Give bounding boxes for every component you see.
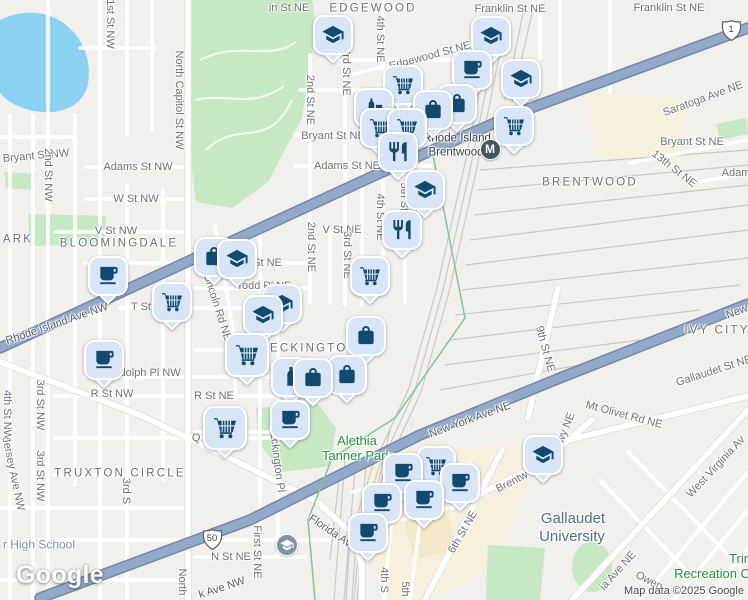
marker-bag[interactable] — [293, 358, 333, 407]
school-icon — [321, 23, 344, 46]
bag-icon — [354, 324, 377, 347]
cart-icon — [160, 290, 183, 313]
marker-school[interactable] — [405, 170, 445, 219]
restaurant-icon — [390, 218, 413, 241]
marker-coffee[interactable] — [404, 480, 444, 529]
trail-line — [307, 149, 466, 600]
park-areas — [4, 0, 748, 600]
school-icon — [225, 247, 248, 270]
coffee-icon — [96, 264, 119, 287]
marker-coffee[interactable] — [84, 340, 124, 389]
school-icon — [509, 67, 532, 90]
coffee-icon — [460, 58, 483, 81]
school-icon — [251, 303, 274, 326]
water-reservoir — [0, 12, 89, 113]
school-icon — [413, 178, 436, 201]
marker-bag[interactable] — [327, 355, 367, 404]
marker-coffee[interactable] — [348, 513, 388, 562]
marker-school[interactable] — [471, 16, 511, 65]
school-icon — [531, 443, 554, 466]
marker-coffee[interactable] — [440, 463, 480, 512]
coffee-icon — [370, 491, 393, 514]
marker-restaurant[interactable] — [382, 210, 422, 259]
marker-cart[interactable] — [350, 256, 390, 305]
cart-icon — [358, 264, 381, 287]
restaurant-icon — [386, 140, 409, 163]
metro-station-icon[interactable]: M — [479, 138, 501, 160]
bag-icon — [335, 363, 358, 386]
bag-icon — [301, 366, 324, 389]
marker-bag[interactable] — [346, 316, 386, 365]
marker-school[interactable] — [501, 59, 541, 108]
marker-cart[interactable] — [225, 333, 269, 386]
marker-cart[interactable] — [494, 106, 534, 155]
marker-school[interactable] — [313, 15, 353, 64]
marker-coffee[interactable] — [270, 400, 310, 449]
coffee-icon — [356, 521, 379, 544]
high-school-poi-icon[interactable] — [276, 534, 298, 556]
cart-icon — [502, 114, 525, 137]
marker-cart[interactable] — [152, 282, 192, 331]
school-icon — [479, 24, 502, 47]
highway-roads — [0, 22, 748, 600]
coffee-icon — [448, 471, 471, 494]
coffee-icon — [92, 348, 115, 371]
marker-restaurant[interactable] — [378, 132, 418, 181]
coffee-icon — [412, 488, 435, 511]
cart-icon — [212, 415, 238, 441]
marker-coffee[interactable] — [88, 256, 128, 305]
marker-school[interactable] — [217, 239, 257, 288]
coffee-icon — [278, 408, 301, 431]
marker-cart[interactable] — [203, 406, 247, 459]
marker-school[interactable] — [243, 295, 283, 344]
marker-school[interactable] — [523, 435, 563, 484]
graduation-cap-icon — [280, 538, 294, 552]
cart-icon — [391, 73, 414, 96]
cart-icon — [234, 342, 260, 368]
